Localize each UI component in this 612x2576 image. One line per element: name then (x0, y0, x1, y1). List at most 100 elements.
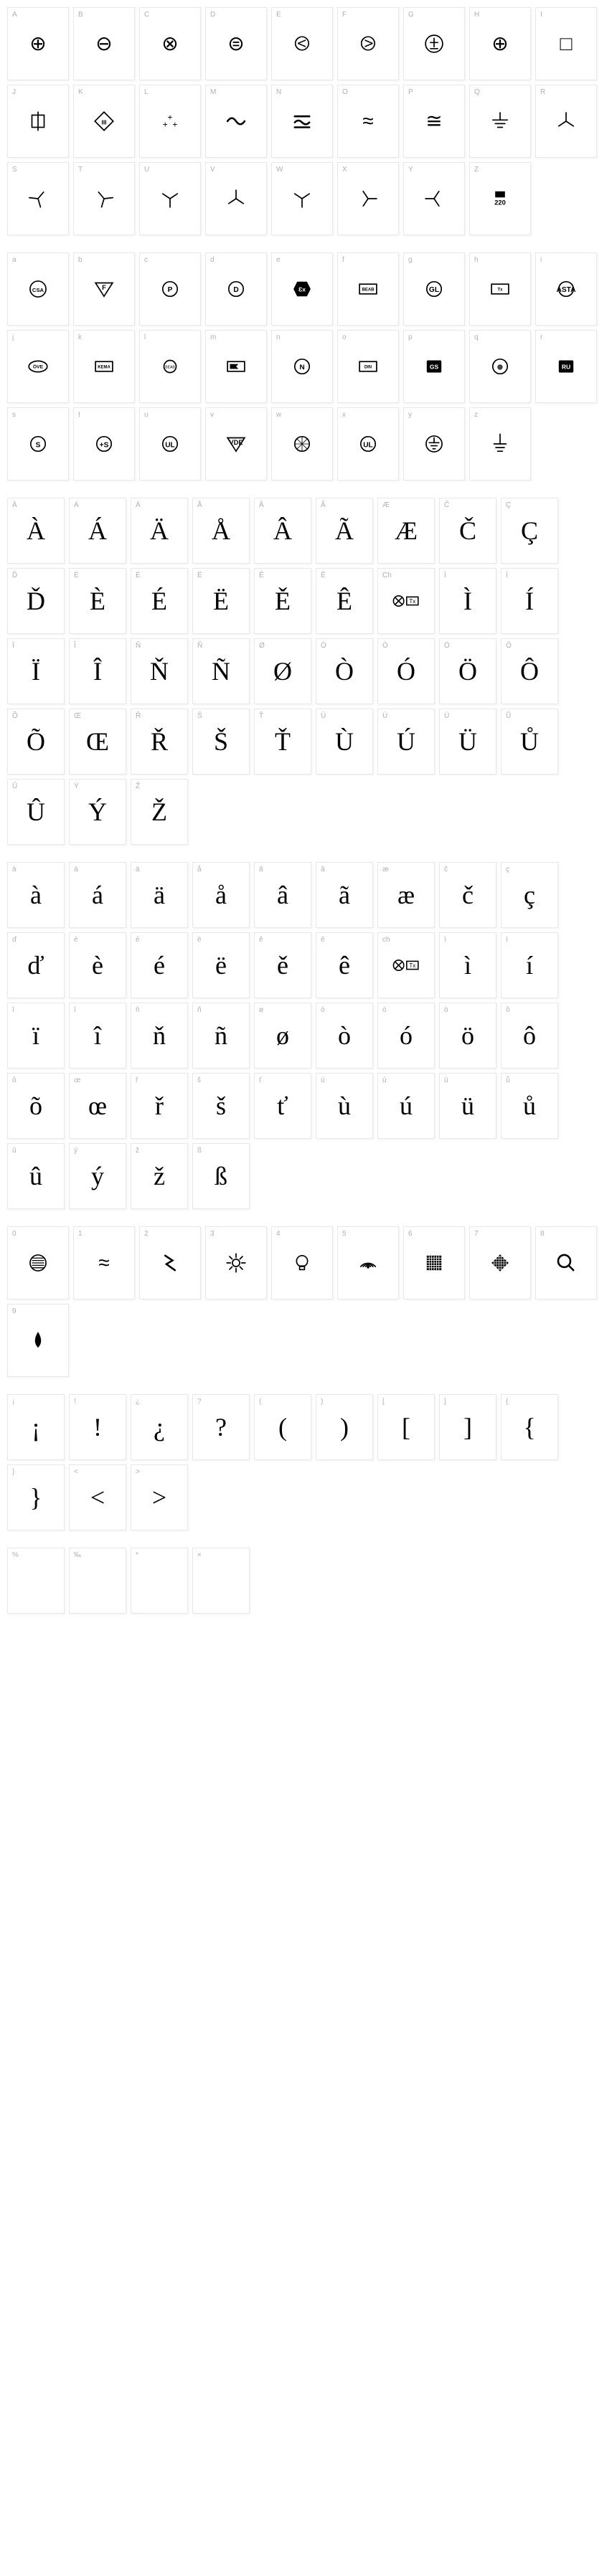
glyph-card[interactable]: R (535, 85, 597, 158)
glyph-card[interactable]: B⊖ (73, 7, 135, 80)
glyph-card[interactable]: ÇÇ (501, 498, 558, 564)
glyph-card[interactable]: ŮŮ (501, 709, 558, 775)
glyph-card[interactable]: åå (192, 862, 250, 928)
glyph-card[interactable]: ÈÈ (69, 568, 126, 634)
glyph-card[interactable]: ÛÛ (7, 779, 65, 845)
glyph-card[interactable]: H⊕ (469, 7, 531, 80)
glyph-card[interactable]: ÚÚ (377, 709, 435, 775)
glyph-card[interactable]: ŇŇ (131, 638, 188, 704)
glyph-card[interactable]: òò (316, 1003, 373, 1069)
glyph-card[interactable]: øø (254, 1003, 311, 1069)
glyph-card[interactable]: ďď (7, 932, 65, 998)
glyph-card[interactable]: (( (254, 1394, 311, 1460)
glyph-card[interactable]: čč (439, 862, 496, 928)
glyph-card[interactable]: úú (377, 1073, 435, 1139)
glyph-card[interactable]: t+S (73, 407, 135, 480)
glyph-card[interactable]: ÑÑ (192, 638, 250, 704)
glyph-card[interactable]: ŠŠ (192, 709, 250, 775)
glyph-card[interactable]: jÖVE (7, 330, 69, 403)
glyph-card[interactable]: ťť (254, 1073, 311, 1139)
glyph-card[interactable]: dD (205, 252, 267, 326)
glyph-card[interactable]: ÁÁ (69, 498, 126, 564)
glyph-card[interactable]: Q (469, 85, 531, 158)
glyph-card[interactable]: oDIN (337, 330, 399, 403)
glyph-card[interactable]: çç (501, 862, 558, 928)
glyph-card[interactable]: ýý (69, 1143, 126, 1209)
glyph-card[interactable]: üü (439, 1073, 496, 1139)
glyph-card[interactable]: V (205, 162, 267, 235)
glyph-card[interactable]: z (469, 407, 531, 480)
glyph-card[interactable]: G (403, 7, 465, 80)
glyph-card[interactable]: ùù (316, 1073, 373, 1139)
glyph-card[interactable]: ÕÕ (7, 709, 65, 775)
glyph-card[interactable]: 8 (535, 1226, 597, 1299)
glyph-card[interactable]: ‰ (69, 1548, 126, 1614)
glyph-card[interactable]: ]] (439, 1394, 496, 1460)
glyph-card[interactable]: A⊕ (7, 7, 69, 80)
glyph-card[interactable]: õõ (7, 1073, 65, 1139)
glyph-card[interactable]: êê (316, 932, 373, 998)
glyph-card[interactable]: * (131, 1548, 188, 1614)
glyph-card[interactable]: J (7, 85, 69, 158)
glyph-card[interactable]: }} (7, 1464, 65, 1530)
glyph-card[interactable]: ŽŽ (131, 779, 188, 845)
glyph-card[interactable]: ¡¡ (7, 1394, 65, 1460)
glyph-card[interactable]: ÊÊ (316, 568, 373, 634)
glyph-card[interactable]: C⊗ (139, 7, 201, 80)
glyph-card[interactable]: I□ (535, 7, 597, 80)
glyph-card[interactable]: ÎÎ (69, 638, 126, 704)
glyph-card[interactable]: vVDE (205, 407, 267, 480)
glyph-card[interactable]: pGS (403, 330, 465, 403)
glyph-card[interactable]: ÝÝ (69, 779, 126, 845)
glyph-card[interactable]: ÜÜ (439, 709, 496, 775)
glyph-card[interactable]: ÔÔ (501, 638, 558, 704)
glyph-card[interactable]: 3 (205, 1226, 267, 1299)
glyph-card[interactable]: rRU (535, 330, 597, 403)
glyph-card[interactable]: 9 (7, 1304, 69, 1377)
glyph-card[interactable]: % (7, 1548, 65, 1614)
glyph-card[interactable]: × (192, 1548, 250, 1614)
glyph-card[interactable]: lBEAB (139, 330, 201, 403)
glyph-card[interactable]: ßß (192, 1143, 250, 1209)
glyph-card[interactable]: ÆÆ (377, 498, 435, 564)
glyph-card[interactable]: >> (131, 1464, 188, 1530)
glyph-card[interactable]: )) (316, 1394, 373, 1460)
glyph-card[interactable]: ÌÌ (439, 568, 496, 634)
glyph-card[interactable]: E⧀ (271, 7, 333, 80)
glyph-card[interactable]: ňň (131, 1003, 188, 1069)
glyph-card[interactable]: ÄÄ (131, 498, 188, 564)
glyph-card[interactable]: íí (501, 932, 558, 998)
glyph-card[interactable]: šš (192, 1073, 250, 1139)
glyph-card[interactable]: ÖÖ (439, 638, 496, 704)
glyph-card[interactable]: U (139, 162, 201, 235)
glyph-card[interactable]: eƐx (271, 252, 333, 326)
glyph-card[interactable]: ÓÓ (377, 638, 435, 704)
glyph-card[interactable]: !! (69, 1394, 126, 1460)
glyph-card[interactable]: 5 (337, 1226, 399, 1299)
glyph-card[interactable]: řř (131, 1073, 188, 1139)
glyph-card[interactable]: fBEAB (337, 252, 399, 326)
glyph-card[interactable]: óó (377, 1003, 435, 1069)
glyph-card[interactable]: xUL (337, 407, 399, 480)
glyph-card[interactable]: O≈ (337, 85, 399, 158)
glyph-card[interactable]: cP (139, 252, 201, 326)
glyph-card[interactable]: << (69, 1464, 126, 1530)
glyph-card[interactable]: éé (131, 932, 188, 998)
glyph-card[interactable]: ŒŒ (69, 709, 126, 775)
glyph-card[interactable]: 4 (271, 1226, 333, 1299)
glyph-card[interactable]: P≅ (403, 85, 465, 158)
glyph-card[interactable]: ĎĎ (7, 568, 65, 634)
glyph-card[interactable]: chTx (377, 932, 435, 998)
glyph-card[interactable]: aCSA (7, 252, 69, 326)
glyph-card[interactable]: ŤŤ (254, 709, 311, 775)
glyph-card[interactable]: hTx (469, 252, 531, 326)
glyph-card[interactable]: X (337, 162, 399, 235)
glyph-card[interactable]: [[ (377, 1394, 435, 1460)
glyph-card[interactable]: w (271, 407, 333, 480)
glyph-card[interactable]: ññ (192, 1003, 250, 1069)
glyph-card[interactable]: M (205, 85, 267, 158)
glyph-card[interactable]: ææ (377, 862, 435, 928)
glyph-card[interactable]: L+++ (139, 85, 201, 158)
glyph-card[interactable]: ěě (254, 932, 311, 998)
glyph-card[interactable]: ôô (501, 1003, 558, 1069)
